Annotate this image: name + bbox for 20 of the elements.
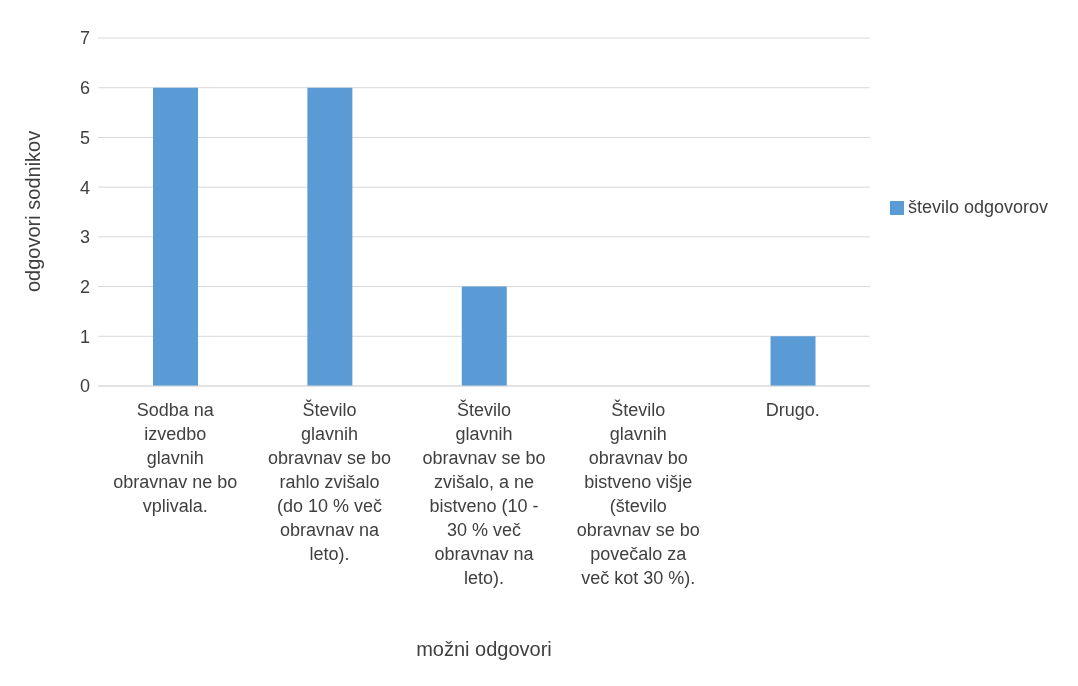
bar [307, 87, 353, 386]
y-tick-label: 3 [79, 227, 90, 248]
bar [153, 87, 198, 386]
y-tick-label: 7 [79, 28, 90, 49]
y-tick-label: 5 [79, 127, 90, 148]
bar [770, 336, 816, 386]
y-tick-label: 2 [79, 276, 90, 297]
x-tick-label: Število glavnih obravnav se bo zvišalo, a ne bistveno (10 - 30 % več obravnav na leto). [422, 399, 546, 588]
y-tick-label: 6 [79, 78, 90, 99]
x-tick-label: Število glavnih obravnav se bo rahlo zvišalo (do 10 % več obravnav na leto). [268, 399, 392, 564]
x-tick-label: Drugo. [765, 400, 820, 420]
bar [461, 286, 507, 386]
x-tick-label: Sodba na izvedbo glavnih obravnav ne bo vplivala. [113, 400, 238, 516]
legend-label: število odgovorov [907, 196, 1048, 217]
y-tick-label: 1 [79, 326, 90, 347]
x-tick-label: Število glavnih obravnav bo bistveno višje (število obravnav se bo povečalo za več kot 30 %). [576, 399, 700, 588]
y-tick-label: 4 [79, 177, 90, 198]
x-axis-title: možni odgovori [416, 638, 552, 660]
y-tick-label: 0 [79, 376, 90, 397]
y-axis-title: odgovori sodnikov [22, 130, 45, 292]
